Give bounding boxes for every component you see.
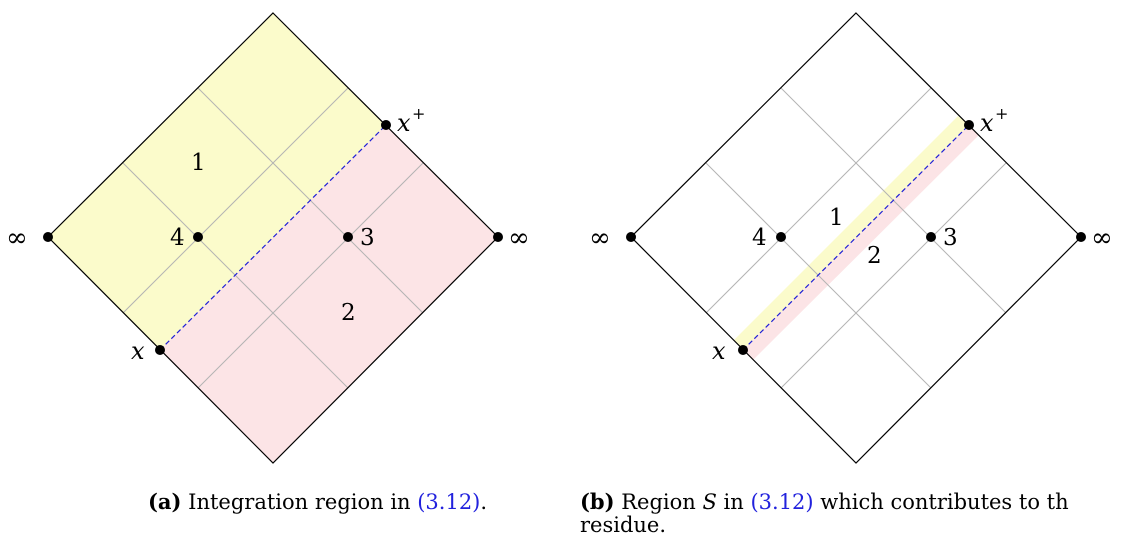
caption-a: (a) Integration region in (3.12). — [148, 488, 487, 516]
dashed-line — [159, 124, 387, 351]
point-inf-left — [43, 232, 53, 242]
label-region-2: 2 — [341, 300, 356, 326]
label-region-2: 2 — [867, 243, 882, 269]
point-4 — [776, 232, 786, 242]
caption-b: (b) Region S in (3.12) which contributes… — [580, 488, 1121, 516]
label-inf-left: ∞ — [6, 223, 28, 253]
diamond-outline — [630, 12, 1082, 464]
point-inf-right — [1076, 232, 1086, 242]
point-x-plus — [381, 120, 391, 130]
caption-b-ref-link[interactable]: (3.12) — [750, 490, 814, 514]
caption-a-text: Integration region in — [181, 490, 418, 514]
point-inf-right — [493, 232, 503, 242]
label-x-plus: x — [980, 109, 994, 137]
point-x-plus — [964, 120, 974, 130]
point-3 — [343, 232, 353, 242]
strip-region-2-fill — [743, 125, 979, 360]
diamond-outline — [47, 12, 499, 464]
label-x-plus: x — [397, 109, 411, 137]
label-region-1: 1 — [191, 150, 206, 176]
point-inf-left — [626, 232, 636, 242]
label-x-plus-sup: + — [412, 104, 425, 123]
label-x-plus-sup: + — [995, 104, 1008, 123]
label-inf-right: ∞ — [508, 223, 530, 253]
region-2-fill — [160, 125, 498, 463]
region-1-fill — [48, 13, 386, 350]
label-x: x — [131, 337, 145, 365]
dashed-line — [742, 124, 970, 351]
point-4 — [193, 232, 203, 242]
caption-a-tag: (a) — [148, 489, 182, 514]
label-point-3: 3 — [360, 225, 375, 251]
label-x: x — [712, 337, 726, 365]
label-inf-left: ∞ — [589, 223, 611, 253]
caption-b-line2-text: residue. — [580, 513, 667, 537]
label-region-1: 1 — [829, 205, 844, 231]
strip-region-1-fill — [734, 116, 969, 350]
point-x — [155, 345, 165, 355]
point-x — [738, 345, 748, 355]
label-point-3: 3 — [943, 225, 958, 251]
caption-b-mid: in — [716, 490, 751, 514]
label-point-4: 4 — [170, 225, 185, 251]
label-inf-right: ∞ — [1091, 223, 1113, 253]
diagram-b: ∞ ∞ x x + 4 3 1 2 — [589, 12, 1113, 464]
caption-b-tag: (b) — [580, 489, 615, 514]
caption-b-line2: residue. — [580, 512, 666, 539]
caption-a-ref-link[interactable]: (3.12) — [417, 490, 481, 514]
caption-b-end: which contributes to th — [813, 490, 1069, 514]
caption-b-text: Region — [614, 490, 703, 514]
caption-b-symbol: S — [702, 490, 717, 514]
caption-a-end: . — [480, 490, 488, 514]
diagram-a: ∞ ∞ x x + 4 3 1 2 — [6, 12, 530, 464]
point-3 — [926, 232, 936, 242]
label-point-4: 4 — [752, 225, 767, 251]
